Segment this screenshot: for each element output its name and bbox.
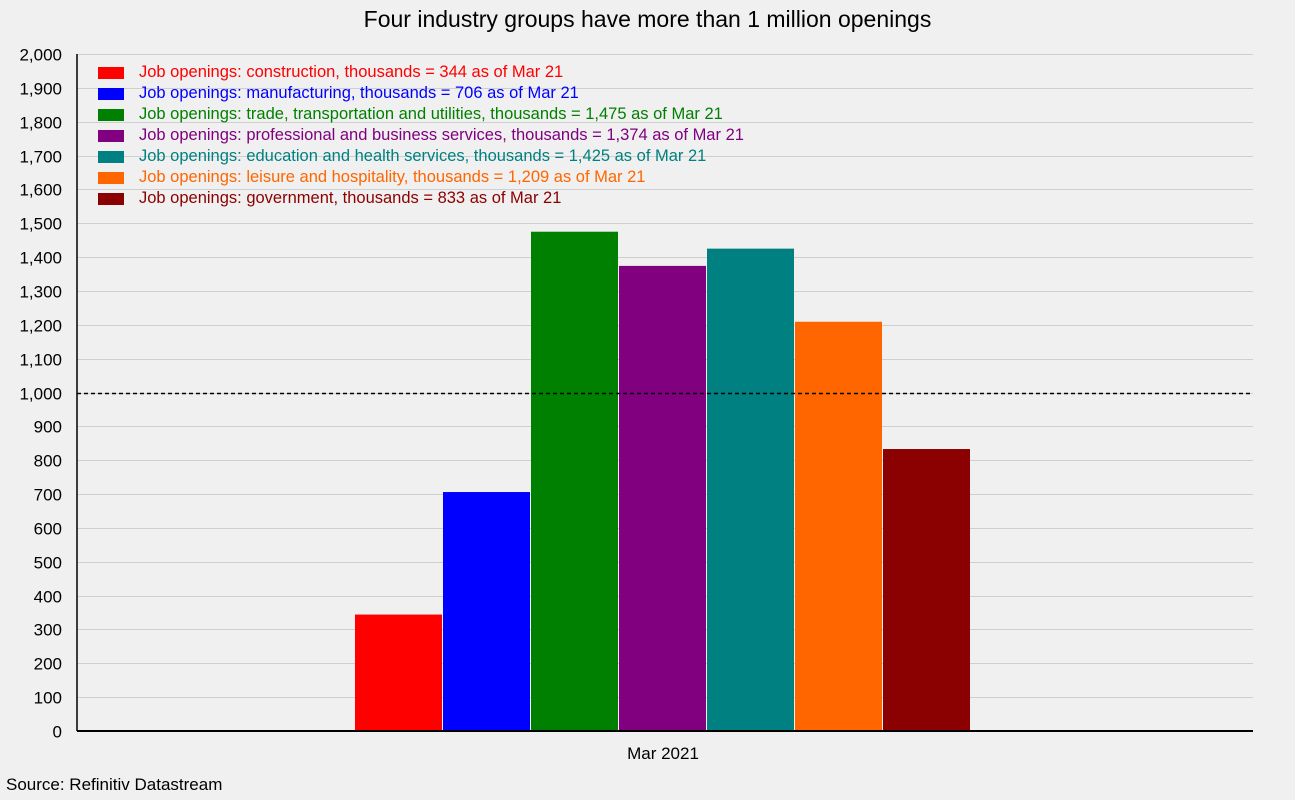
y-tick-label: 1,500 bbox=[19, 215, 62, 234]
y-tick-label: 1,700 bbox=[19, 148, 62, 167]
y-tick-label: 1,100 bbox=[19, 351, 62, 370]
y-tick-label: 300 bbox=[34, 621, 62, 640]
legend-swatch bbox=[98, 171, 124, 184]
y-tick-label: 1,900 bbox=[19, 80, 62, 99]
bar bbox=[443, 492, 530, 731]
bar bbox=[883, 449, 970, 731]
legend-item: Job openings: government, thousands = 83… bbox=[98, 188, 744, 209]
y-tick-label: 700 bbox=[34, 486, 62, 505]
legend-label: Job openings: education and health servi… bbox=[139, 147, 707, 165]
y-tick-label: 1,000 bbox=[19, 385, 62, 404]
y-tick-label: 0 bbox=[53, 723, 62, 742]
y-tick-label: 1,600 bbox=[19, 181, 62, 200]
bar bbox=[531, 231, 618, 731]
y-tick-label: 1,200 bbox=[19, 317, 62, 336]
y-tick-label: 2,000 bbox=[19, 46, 62, 65]
legend-item: Job openings: construction, thousands = … bbox=[98, 62, 744, 83]
y-tick-label: 1,300 bbox=[19, 283, 62, 302]
legend-swatch bbox=[98, 150, 124, 163]
x-tick-label: Mar 2021 bbox=[627, 744, 699, 763]
legend-label: Job openings: professional and business … bbox=[139, 126, 744, 144]
legend-item: Job openings: manufacturing, thousands =… bbox=[98, 83, 744, 104]
y-tick-label: 900 bbox=[34, 418, 62, 437]
legend-label: Job openings: trade, transportation and … bbox=[139, 105, 723, 123]
chart-source: Source: Refinitiv Datastream bbox=[6, 775, 223, 794]
legend-swatch bbox=[98, 192, 124, 205]
legend-swatch bbox=[98, 129, 124, 142]
y-tick-label: 1,400 bbox=[19, 249, 62, 268]
legend-swatch bbox=[98, 66, 124, 79]
legend-item: Job openings: education and health servi… bbox=[98, 146, 744, 167]
legend-label: Job openings: government, thousands = 83… bbox=[139, 189, 562, 207]
legend-swatch bbox=[98, 108, 124, 121]
y-tick-label: 200 bbox=[34, 655, 62, 674]
legend-label: Job openings: leisure and hospitality, t… bbox=[139, 168, 646, 186]
legend-item: Job openings: professional and business … bbox=[98, 125, 744, 146]
bar bbox=[795, 321, 882, 731]
bar bbox=[707, 248, 794, 731]
bar bbox=[619, 265, 706, 731]
y-tick-label: 500 bbox=[34, 554, 62, 573]
y-tick-label: 600 bbox=[34, 520, 62, 539]
legend-label: Job openings: manufacturing, thousands =… bbox=[139, 84, 579, 102]
legend-swatch bbox=[98, 87, 124, 100]
legend-item: Job openings: leisure and hospitality, t… bbox=[98, 167, 744, 188]
y-tick-label: 1,800 bbox=[19, 114, 62, 133]
legend-label: Job openings: construction, thousands = … bbox=[139, 63, 564, 81]
y-tick-label: 100 bbox=[34, 689, 62, 708]
y-tick-label: 800 bbox=[34, 452, 62, 471]
legend-item: Job openings: trade, transportation and … bbox=[98, 104, 744, 125]
chart-title: Four industry groups have more than 1 mi… bbox=[363, 6, 932, 32]
chart-legend: Job openings: construction, thousands = … bbox=[98, 62, 744, 209]
bar bbox=[355, 614, 442, 731]
y-tick-label: 400 bbox=[34, 588, 62, 607]
